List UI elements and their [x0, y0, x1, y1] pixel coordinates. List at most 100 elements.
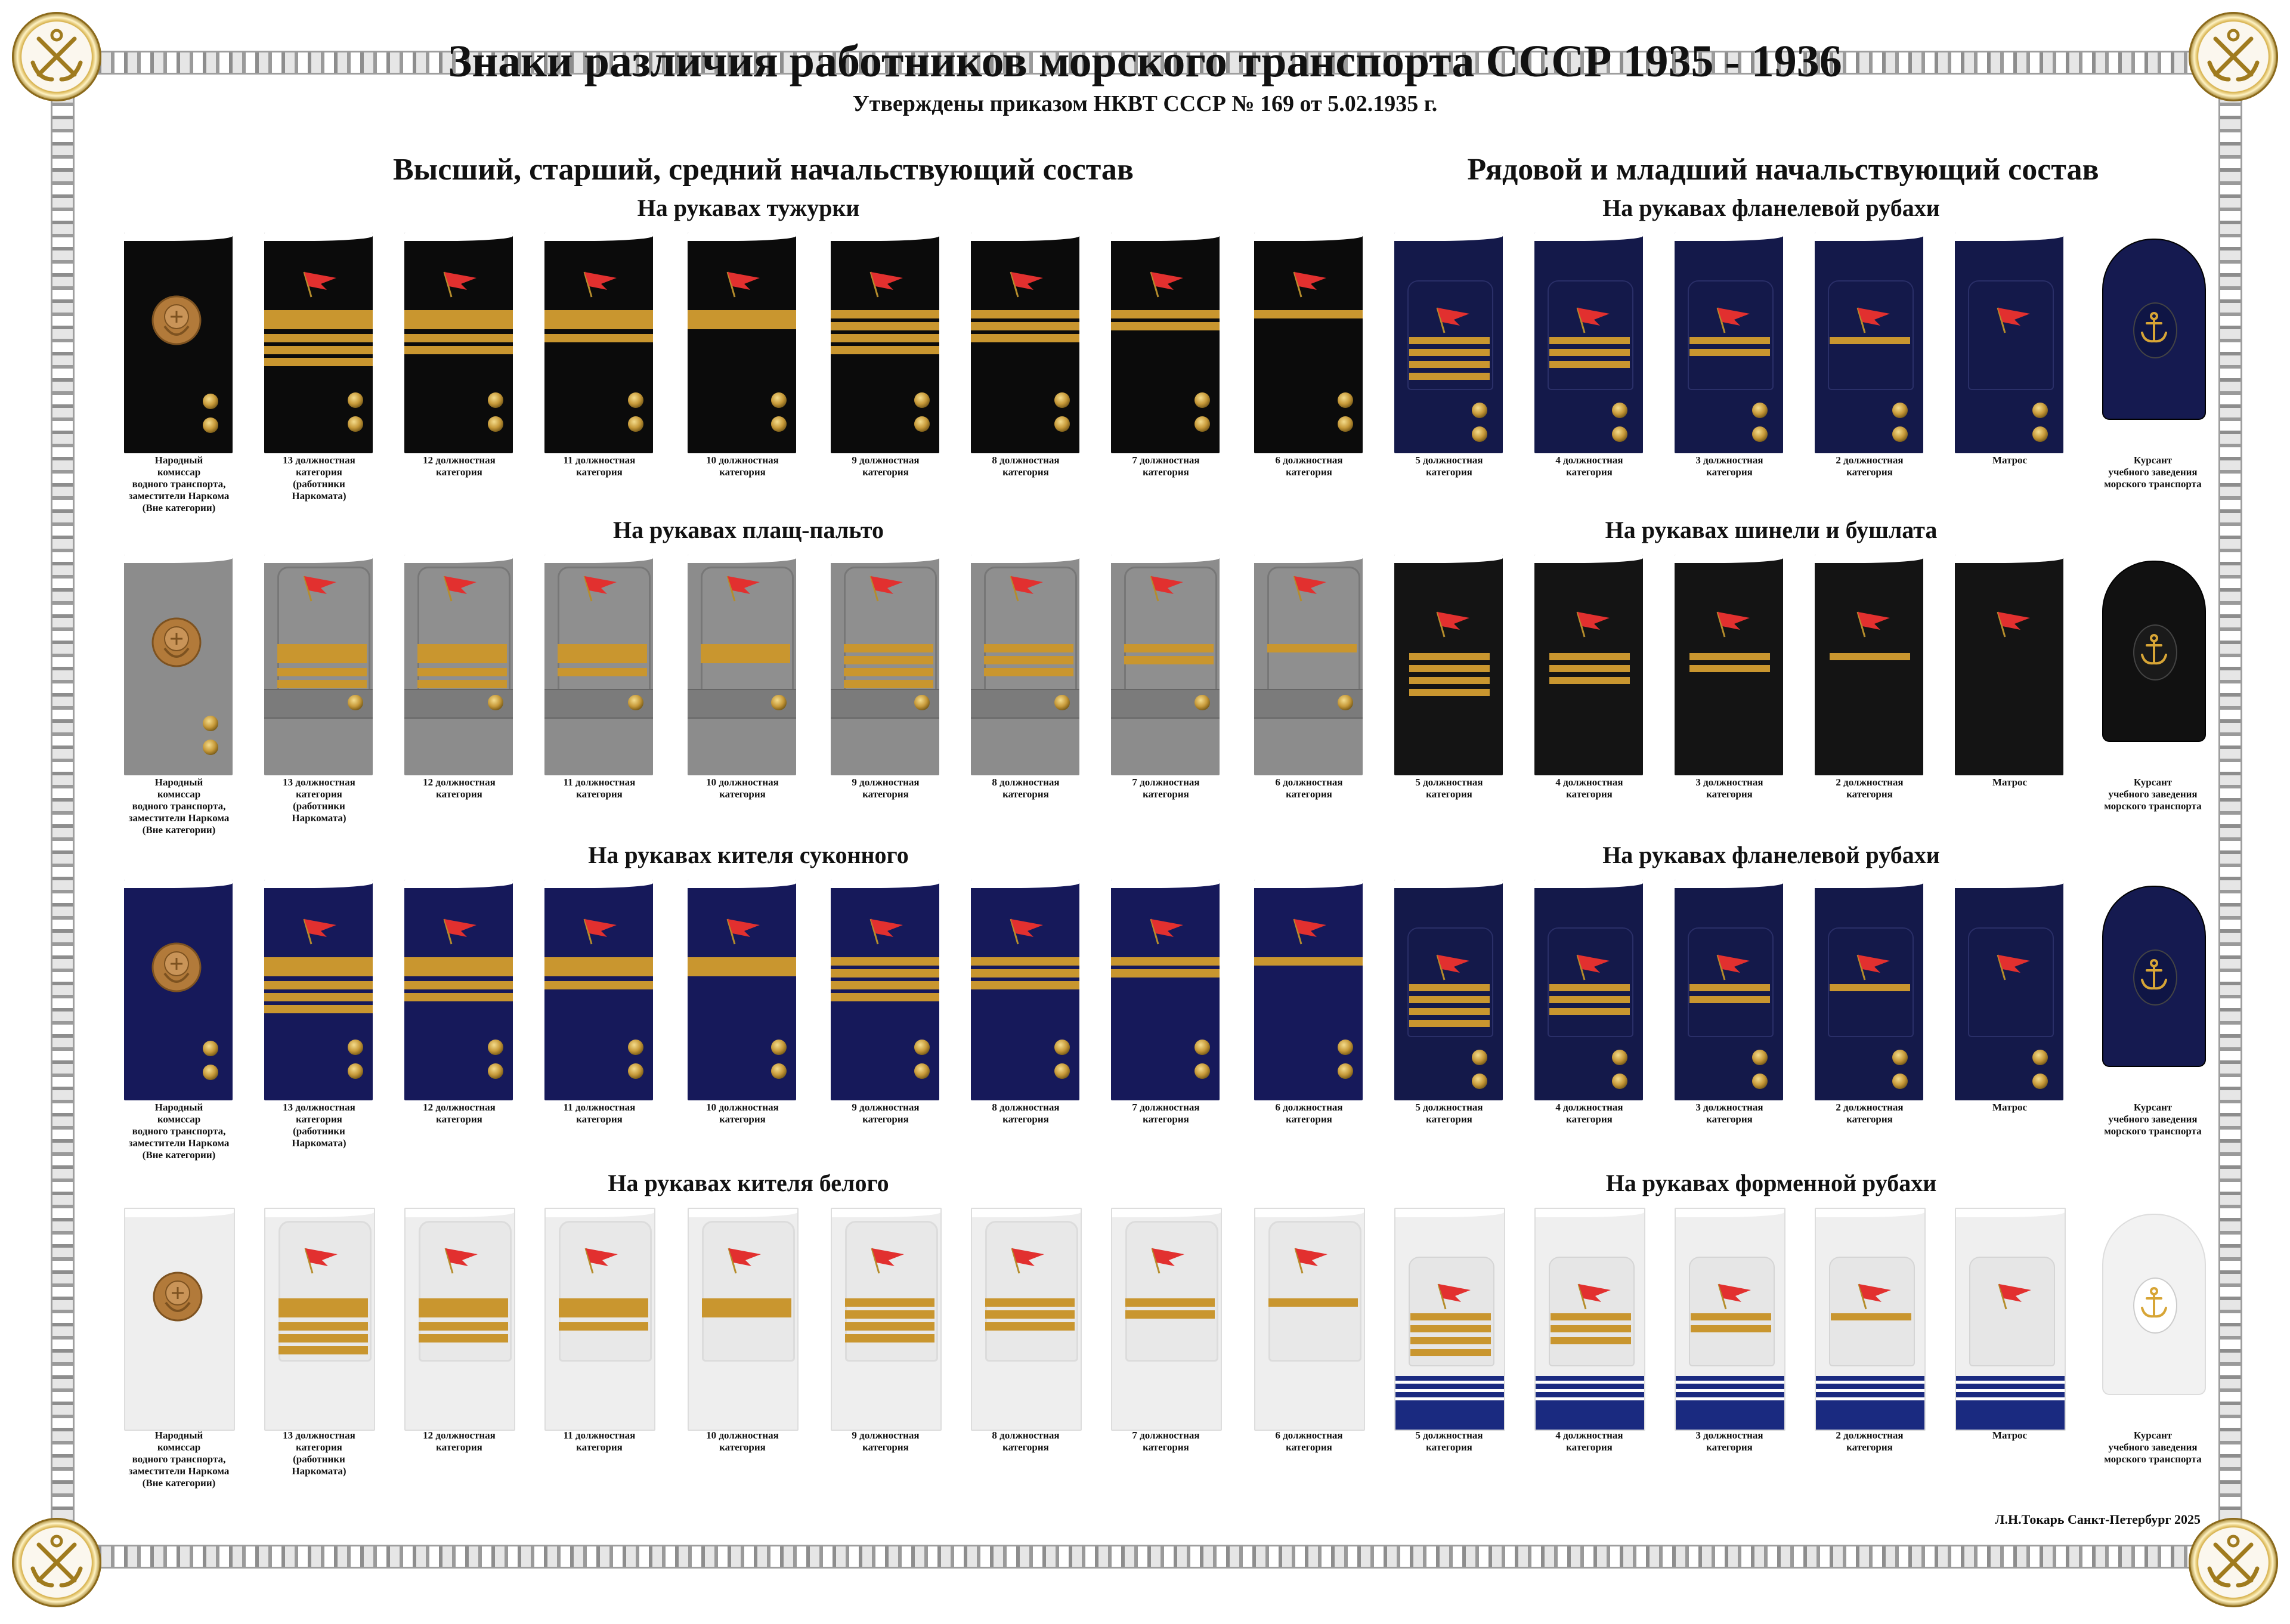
sleeve-cuff-edge: [1534, 880, 1643, 888]
sleeve-cloth: [1815, 1208, 1926, 1431]
gold-stripe-narrow: [1551, 1337, 1631, 1344]
cadet-patch: [2102, 886, 2206, 1067]
sleeve-cuff-edge: [264, 555, 373, 563]
cuff-button: [628, 392, 643, 408]
cuff-button: [2032, 1074, 2048, 1089]
sleeve-cuff-edge: [1394, 555, 1503, 563]
cuff-button: [203, 394, 218, 409]
sleeve-patch: [1829, 1257, 1915, 1366]
gold-stripe-narrow: [404, 334, 513, 342]
gold-stripe-narrow: [264, 358, 373, 366]
sleeve-cuff-edge: [1815, 555, 1923, 563]
cuff-button: [203, 716, 218, 731]
white-cuff-stripe: [1536, 1381, 1644, 1384]
gold-stripe-narrow: [844, 680, 933, 688]
gold-stripe-narrow: [1549, 349, 1630, 356]
red-pennant-icon: [443, 918, 476, 945]
sleeve-cloth: [404, 880, 513, 1100]
sleeve-cuff-edge: [831, 233, 939, 241]
sleeve-patch: [1968, 927, 2054, 1037]
row-heading-right: На рукавах фланелевой рубахи: [1602, 194, 1940, 221]
gold-stripe-narrow: [1409, 689, 1490, 696]
category-label: 11 должностная категория: [563, 1430, 636, 1453]
row-heading-right: На рукавах фланелевой рубахи: [1602, 842, 1940, 868]
gold-stripe-narrow: [1409, 665, 1490, 672]
category-label: 10 должностная категория: [706, 1102, 779, 1125]
sleeve-patch: [1125, 1221, 1218, 1362]
red-pennant-icon: [869, 271, 903, 298]
gold-stripe-narrow: [831, 334, 939, 342]
gold-stripe-wide: [544, 310, 653, 329]
cuff-button: [1752, 403, 1768, 418]
gold-stripe-narrow: [831, 969, 939, 978]
sleeve-cuff-edge: [1955, 880, 2063, 888]
cuff-button: [1472, 1074, 1487, 1089]
gold-stripe-narrow: [831, 957, 939, 966]
sleeve-cloth: [1111, 880, 1220, 1100]
gold-stripe-narrow: [1409, 677, 1490, 684]
cuff-button: [203, 740, 218, 755]
sleeve-cuff-edge: [1675, 555, 1783, 563]
category-label: 10 должностная категория: [706, 777, 779, 800]
sleeve-patch: [1548, 927, 1633, 1037]
category-label: 8 должностная категория: [992, 454, 1060, 478]
sleeve-cuff-edge: [406, 1209, 514, 1217]
gold-stripe-narrow: [1830, 984, 1910, 991]
white-cuff-stripe: [1956, 1397, 2065, 1400]
blue-cuff: [1395, 1376, 1504, 1430]
category-label: 13 должностная категория (работники Нарк…: [283, 454, 355, 502]
cuff-button: [628, 1040, 643, 1055]
sleeve-patch: [1968, 280, 2054, 390]
gold-stripe-narrow: [1254, 957, 1363, 966]
gold-stripe-narrow: [264, 346, 373, 354]
red-pennant-icon: [1576, 307, 1610, 333]
category-label: Курсант учебного заведения морского тран…: [2104, 777, 2202, 812]
red-pennant-icon: [869, 576, 903, 602]
anchor-emblem-bottom-left: [12, 1518, 101, 1607]
cuff-button: [348, 1063, 363, 1079]
cuff-button: [203, 1065, 218, 1080]
category-label: 7 должностная категория: [1132, 454, 1200, 478]
gold-stripe-narrow: [264, 981, 373, 989]
gold-stripe-narrow: [1410, 1325, 1491, 1332]
red-pennant-icon: [443, 271, 476, 298]
cuff-button: [348, 695, 363, 710]
category-label: 13 должностная категория (работники Нарк…: [283, 777, 355, 824]
blue-cuff: [1676, 1376, 1784, 1430]
cuff-button: [488, 1040, 503, 1055]
sleeve-cloth: [1815, 233, 1923, 453]
gold-stripe-narrow: [1124, 644, 1214, 652]
white-cuff-stripe: [1676, 1389, 1784, 1392]
right-chain-border: [2218, 89, 2242, 1545]
gold-stripe-narrow: [844, 668, 933, 676]
white-cuff-stripe: [1676, 1397, 1784, 1400]
cuff-button: [2032, 426, 2048, 442]
cuff-button: [1472, 426, 1487, 442]
category-label: 2 должностная категория: [1836, 454, 1904, 478]
author-credit: Л.Н.Токарь Санкт-Петербург 2025: [1995, 1512, 2201, 1527]
gold-stripe-narrow: [971, 334, 1079, 342]
sleeve-cloth: [1534, 880, 1643, 1100]
sleeve-cloth: [688, 880, 796, 1100]
sleeve-cloth: [971, 555, 1079, 775]
sleeve-cloth: [264, 555, 373, 775]
top-chain-border: [72, 51, 2218, 75]
cuff-button: [771, 392, 787, 408]
white-cuff-stripe: [1956, 1381, 2065, 1384]
sleeve-cuff-edge: [404, 555, 513, 563]
white-cuff-stripe: [1536, 1397, 1644, 1400]
anchor-emblem-top-left: [12, 12, 101, 101]
sleeve-cuff-edge: [1815, 233, 1923, 241]
category-label: Народный комиссар водного транспорта, за…: [128, 1430, 230, 1489]
gold-stripe-narrow: [971, 981, 1079, 989]
left-chain-border: [51, 89, 75, 1545]
page-subtitle: Утверждены приказом НКВТ СССР № 169 от 5…: [852, 91, 1438, 116]
cuff-button: [203, 417, 218, 433]
gold-stripe-narrow: [1125, 1310, 1215, 1319]
sleeve-cloth: [688, 233, 796, 453]
cuff-button: [1752, 426, 1768, 442]
category-label: 12 должностная категория: [423, 454, 496, 478]
cuff-button: [1338, 416, 1353, 432]
category-label: Курсант учебного заведения морского тран…: [2104, 1102, 2202, 1137]
red-pennant-icon: [1997, 611, 2030, 638]
